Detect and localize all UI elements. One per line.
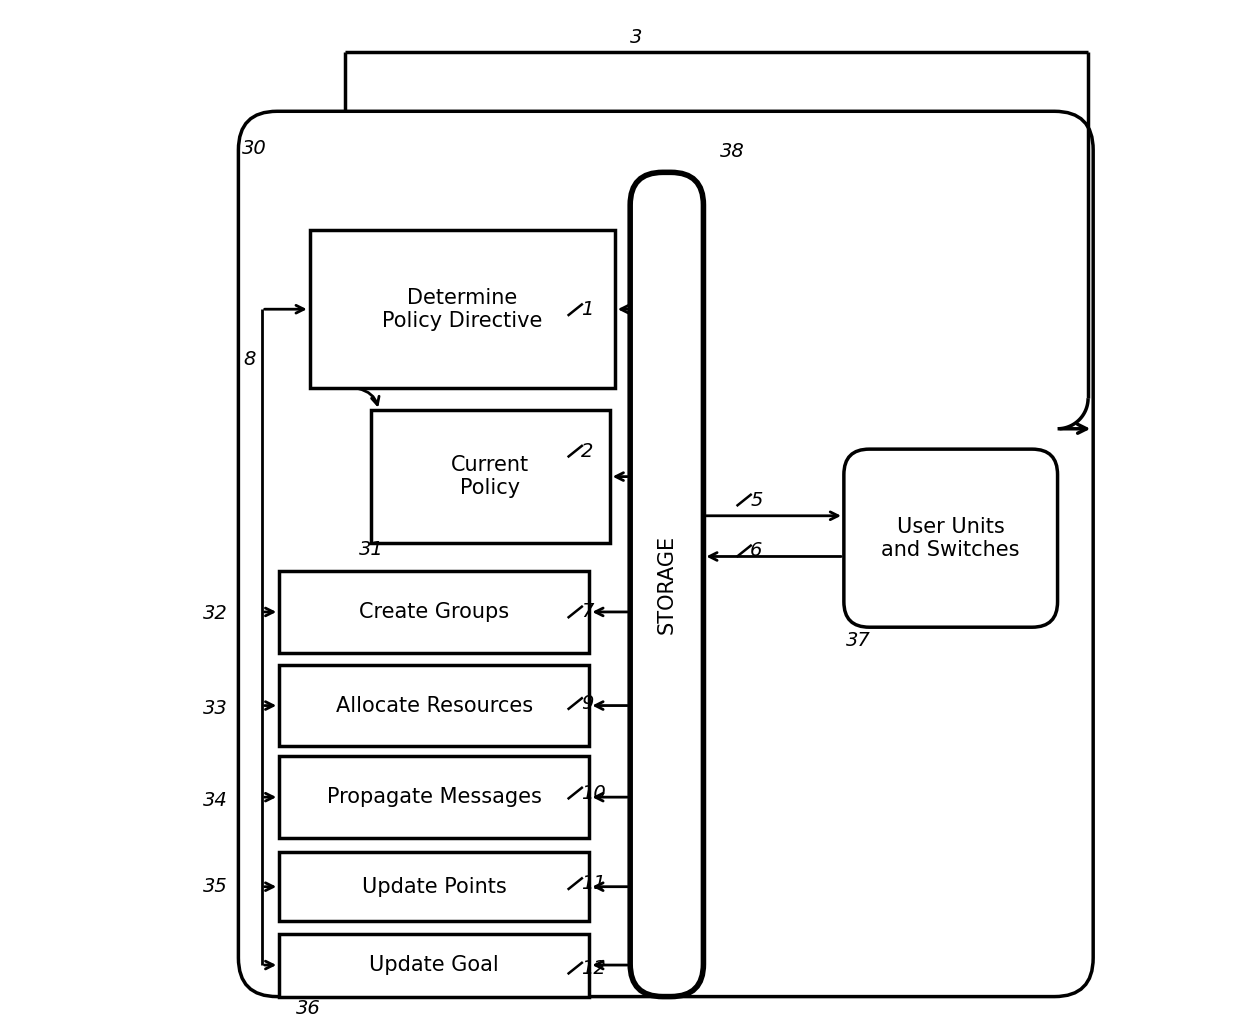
Text: 33: 33 [203,699,227,718]
Text: 31: 31 [358,541,383,559]
Text: 10: 10 [582,784,606,802]
Text: STORAGE: STORAGE [657,535,677,634]
Text: 36: 36 [296,1000,321,1018]
FancyBboxPatch shape [279,933,589,996]
FancyBboxPatch shape [279,571,589,653]
Text: 5: 5 [750,491,763,510]
Text: 6: 6 [750,542,763,560]
FancyBboxPatch shape [844,449,1058,628]
Text: 7: 7 [582,602,594,621]
FancyBboxPatch shape [630,173,703,996]
Text: Update Points: Update Points [362,877,507,896]
Text: 3: 3 [630,28,642,47]
Text: 32: 32 [203,604,227,623]
Text: 30: 30 [242,139,267,158]
Text: Current
Policy: Current Policy [451,455,529,498]
Text: 9: 9 [582,694,594,713]
Text: Create Groups: Create Groups [360,602,510,622]
FancyBboxPatch shape [279,852,589,921]
Text: 2: 2 [582,442,594,461]
Text: Determine
Policy Directive: Determine Policy Directive [382,287,542,331]
FancyBboxPatch shape [279,756,589,838]
Text: 12: 12 [582,959,606,978]
FancyBboxPatch shape [279,665,589,746]
Text: 35: 35 [203,877,227,896]
Text: 34: 34 [203,791,227,809]
Text: 8: 8 [243,351,255,369]
Text: Propagate Messages: Propagate Messages [327,787,542,807]
Text: Update Goal: Update Goal [370,955,500,975]
Text: 37: 37 [846,631,870,650]
Text: Allocate Resources: Allocate Resources [336,696,533,715]
FancyBboxPatch shape [371,411,610,543]
Text: 38: 38 [719,142,744,161]
Text: User Units
and Switches: User Units and Switches [882,516,1021,560]
Text: 11: 11 [582,874,606,893]
Text: 1: 1 [582,300,594,319]
FancyBboxPatch shape [310,230,615,388]
